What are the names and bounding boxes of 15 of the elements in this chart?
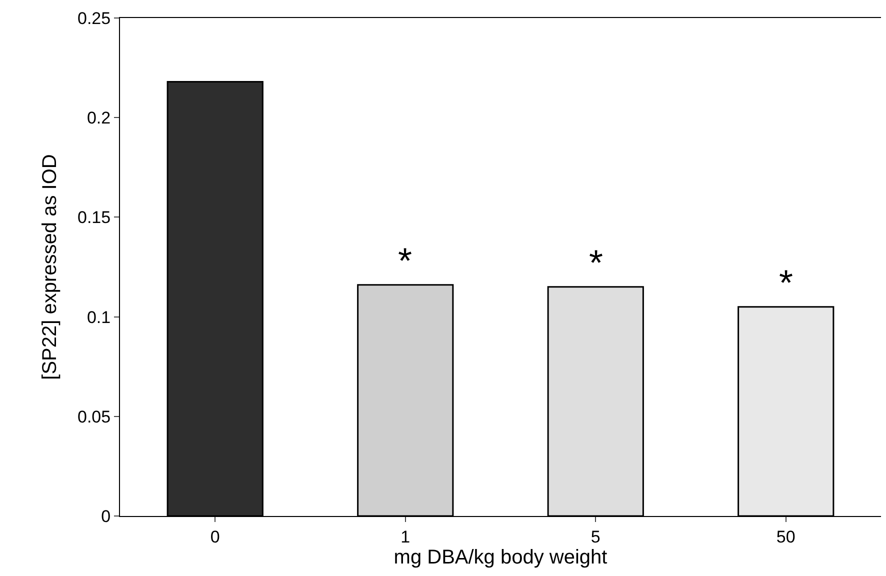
- annotation: *: [779, 262, 794, 303]
- annotation: *: [589, 242, 604, 283]
- x-tick-label: 0: [210, 527, 220, 546]
- y-tick-label: 0.15: [78, 208, 111, 228]
- y-tick-label: 0.2: [86, 108, 111, 128]
- annotation: *: [398, 240, 412, 281]
- x-axis-title: mg DBA/kg body weight: [394, 546, 608, 568]
- x-tick-label: 5: [590, 527, 600, 546]
- y-axis-title: [SP22] expressed as IOD: [39, 154, 62, 380]
- y-tick-label: 0.1: [86, 308, 111, 327]
- y-tick-label: 0: [101, 506, 111, 526]
- y-tick-label: 0.05: [78, 407, 111, 426]
- y-tick-label: 0.25: [78, 8, 111, 28]
- x-tick-label: 50: [776, 527, 796, 546]
- x-tick-label: 1: [400, 527, 410, 546]
